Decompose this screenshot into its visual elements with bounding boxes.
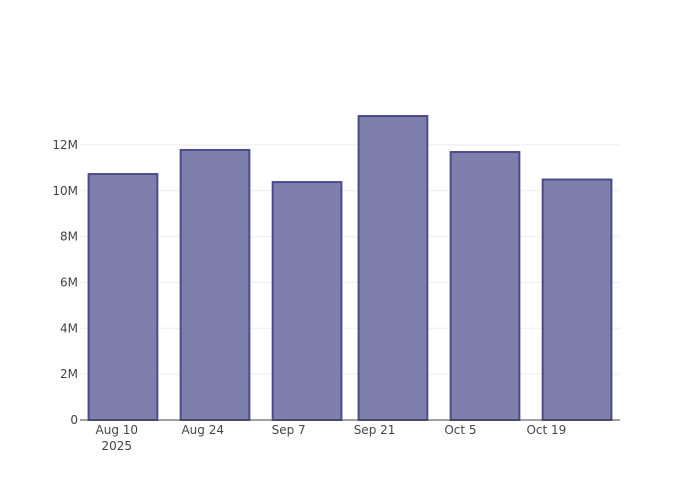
- bars: [87, 115, 613, 422]
- bar[interactable]: [449, 151, 521, 421]
- x-tick-label: Aug 24: [181, 423, 224, 437]
- bar[interactable]: [179, 148, 251, 421]
- x-tick-label: Oct 5: [444, 423, 476, 437]
- y-tick-label: 8M: [60, 230, 78, 244]
- x-tick-year-label: 2025: [102, 439, 133, 453]
- y-tick-label: 2M: [60, 367, 78, 381]
- y-tick-label: 4M: [60, 321, 78, 335]
- bar[interactable]: [357, 115, 429, 422]
- y-tick-label: 0: [70, 413, 78, 427]
- bar[interactable]: [541, 178, 613, 421]
- gridlines: [80, 144, 620, 375]
- y-tick-label: 10M: [52, 184, 78, 198]
- bar[interactable]: [271, 181, 343, 421]
- x-tick-label: Aug 10: [96, 423, 139, 437]
- y-tick-label: 6M: [60, 275, 78, 289]
- bar[interactable]: [87, 173, 159, 421]
- x-tick-label: Sep 7: [272, 423, 306, 437]
- y-tick-label: 12M: [52, 138, 78, 152]
- x-tick-labels: Aug 10 2025 Aug 24 Sep 7 Sep 21 Oct 5 Oct 19: [96, 423, 567, 453]
- x-tick-label: Oct 19: [526, 423, 566, 437]
- y-tick-labels: 0 2M 4M 6M 8M 10M 12M: [52, 138, 78, 427]
- x-tick-label: Sep 21: [354, 423, 396, 437]
